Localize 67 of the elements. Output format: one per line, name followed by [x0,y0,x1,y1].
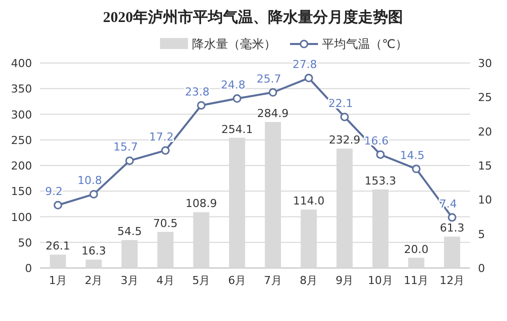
x-tick-label: 10月 [368,274,393,287]
y-tick-label: 400 [11,57,32,70]
y2-tick-label: 20 [478,125,492,138]
x-tick-label: 11月 [404,274,429,287]
legend-label: 平均气温（℃） [322,37,408,51]
data-label: 24.8 [220,78,246,92]
data-label: 108.9 [186,197,217,210]
bar [86,260,102,268]
y-tick-label: 100 [11,210,32,224]
x-tick-label: 7月 [264,274,282,287]
y-tick-label: 200 [11,160,32,172]
x-tick-label: 4月 [156,274,174,287]
y-tick-label: 150 [11,185,32,198]
data-label: 153.3 [364,174,396,188]
point [161,146,170,155]
y-tick-label: 50 [18,236,32,250]
data-label: 70.5 [153,216,178,230]
y-tick-label: 250 [11,134,32,147]
point [448,213,456,222]
point [412,164,420,174]
point [376,150,385,159]
x-tick-label: 6月 [228,274,246,287]
y-tick-label: 0 [25,262,32,275]
y2-tick-label: 5 [478,228,485,241]
data-label: 10.8 [78,174,102,188]
data-label: 25.7 [256,72,282,86]
legend-label: 降水量（毫米） [192,37,276,51]
point [340,112,349,122]
data-label: 114.0 [293,194,324,208]
point [197,101,206,110]
x-tick-label: 9月 [336,274,354,287]
y2-tick-label: 15 [478,160,492,172]
point [304,74,313,82]
data-label: 61.3 [440,222,464,235]
data-label: 27.8 [292,58,317,72]
x-tick-label: 12月 [440,274,465,287]
y2-tick-label: 0 [478,262,485,275]
data-label: 9.2 [45,185,63,198]
x-tick-label: 2月 [84,274,103,287]
x-tick-label: 8月 [300,274,318,287]
data-label: 16.3 [82,244,106,258]
y2-tick-label: 30 [478,57,492,70]
x-tick-label: 3月 [120,274,139,287]
data-label: 254.1 [221,122,253,136]
point [268,88,278,97]
y2-tick-label: 25 [478,91,492,104]
point [125,156,134,165]
data-label: 23.8 [185,85,210,98]
x-tick-label: 1月 [48,274,67,287]
data-label: 17.2 [149,130,174,144]
bar [50,254,66,268]
data-label: 14.5 [400,148,424,162]
point [90,190,98,198]
data-label: 20.0 [404,242,428,256]
data-label: 54.5 [117,225,142,238]
y-tick-label: 300 [11,108,32,122]
data-label: 26.1 [46,240,70,253]
point [54,200,62,210]
point [232,94,242,103]
chart-title: 2020年泸州市平均气温、降水量分月度走势图 [103,8,403,26]
data-label: 284.9 [257,106,289,120]
y2-tick-label: 10 [478,194,492,207]
data-label: 232.9 [328,134,360,147]
x-tick-label: 5月 [192,274,210,287]
bar [408,258,424,268]
y-tick-label: 350 [11,82,32,96]
data-label: 15.7 [113,140,138,154]
